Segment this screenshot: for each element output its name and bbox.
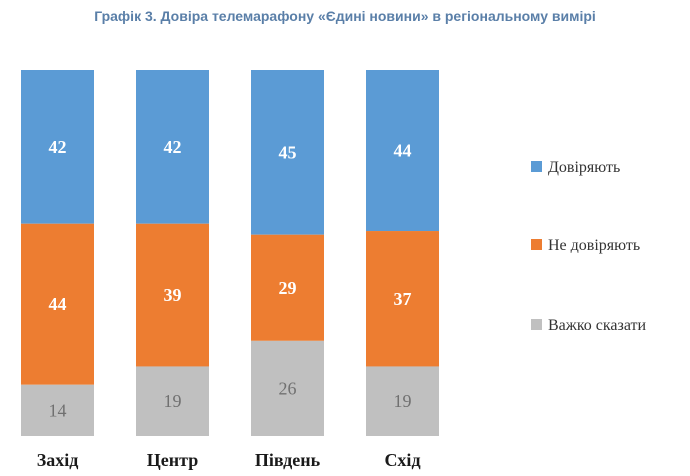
- bar-segment-1-2: [21, 223, 94, 385]
- bar-segment-3-1: [251, 70, 324, 235]
- data-label-3-3: 26: [279, 378, 297, 398]
- data-label-3-1: 45: [279, 142, 297, 162]
- legend-label-довіряють: Довіряють: [548, 159, 620, 176]
- bar-segment-2-1: [136, 70, 209, 224]
- category-label-3: Південь: [255, 450, 321, 470]
- data-label-1-3: 14: [49, 400, 67, 420]
- bar-segment-2-3: [136, 366, 209, 436]
- data-label-1-1: 42: [49, 137, 67, 157]
- legend-label-важко-сказати: Важко сказати: [548, 317, 647, 334]
- data-label-2-2: 39: [164, 285, 182, 305]
- chart-title: Графік 3. Довіра телемарафону «Єдині нов…: [94, 8, 596, 24]
- legend-swatch-довіряють: [531, 161, 542, 172]
- data-label-2-3: 19: [164, 391, 182, 411]
- data-label-4-1: 44: [394, 141, 412, 161]
- data-label-1-2: 44: [49, 294, 67, 314]
- bar-segment-2-2: [136, 223, 209, 367]
- legend-swatch-не-довіряють: [531, 239, 542, 250]
- category-label-4: Схід: [384, 450, 420, 470]
- data-label-4-3: 19: [394, 391, 412, 411]
- bar-segment-3-2: [251, 234, 324, 341]
- bar-segment-4-1: [366, 70, 439, 232]
- bar-segment-1-1: [21, 70, 94, 224]
- legend-swatch-важко-сказати: [531, 319, 542, 330]
- category-label-1: Захід: [37, 450, 79, 470]
- bar-segment-4-2: [366, 231, 439, 367]
- data-label-3-2: 29: [279, 278, 297, 298]
- legend-label-не-довіряють: Не довіряють: [548, 237, 640, 254]
- data-label-4-2: 37: [394, 289, 412, 309]
- bar-segment-1-3: [21, 384, 94, 436]
- bar-segment-4-3: [366, 366, 439, 436]
- bar-segment-3-3: [251, 340, 324, 436]
- data-label-2-1: 42: [164, 137, 182, 157]
- category-label-2: Центр: [147, 450, 198, 470]
